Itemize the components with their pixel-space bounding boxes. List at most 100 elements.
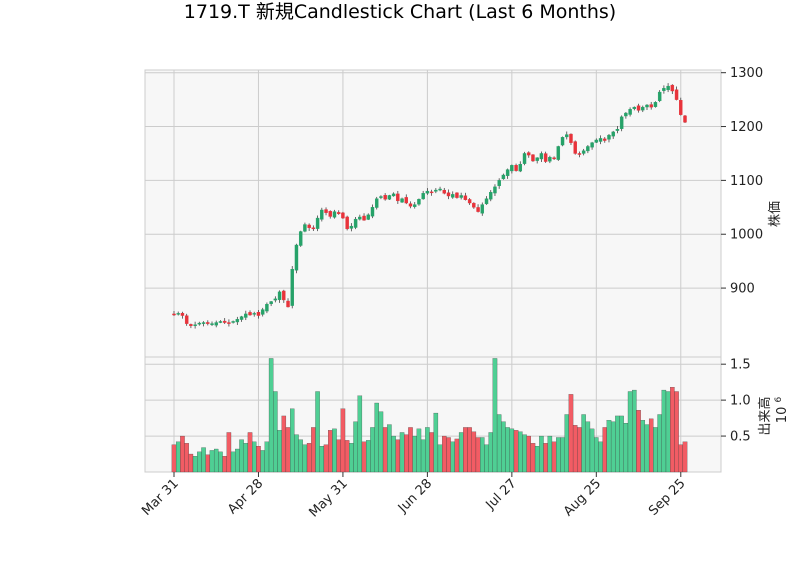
- gridlines: [145, 70, 721, 472]
- candle-down: [674, 89, 679, 100]
- candle-up: [480, 204, 485, 214]
- volume-bar-down: [454, 438, 460, 473]
- candle-up: [294, 244, 299, 271]
- x-tick-label: May 31: [307, 476, 351, 520]
- candle-up: [560, 137, 565, 146]
- volume-bar-up: [277, 430, 282, 473]
- volume-bar-up: [268, 358, 274, 473]
- volume-multiplier-label: 10 6: [774, 397, 790, 424]
- volume-bar-up: [175, 441, 181, 473]
- candle-down: [573, 141, 577, 154]
- volume-bar-up: [619, 415, 624, 473]
- candle-up: [235, 319, 240, 323]
- candle-up: [666, 85, 670, 91]
- candle-down: [472, 202, 476, 208]
- candle-down: [670, 84, 675, 92]
- candle-up: [489, 192, 493, 200]
- volume-bar-up: [585, 421, 591, 473]
- candle-up: [662, 88, 666, 91]
- candle-down: [543, 153, 548, 162]
- candle-down: [324, 209, 328, 213]
- volume-bar-up: [412, 435, 417, 473]
- x-tick-label: Sep 25: [646, 476, 689, 519]
- candle-down: [679, 100, 683, 115]
- volume-bar-up: [458, 432, 464, 473]
- candle-down: [362, 215, 366, 221]
- volume-bar-up: [492, 358, 498, 473]
- volume-bar-up: [349, 443, 354, 473]
- volume-bar-down: [184, 443, 189, 473]
- candle-up: [193, 324, 197, 326]
- volume-bar-up: [437, 444, 443, 473]
- candle-up: [505, 169, 510, 176]
- volume-bar-down: [247, 432, 253, 473]
- candle-up: [412, 204, 417, 207]
- volume-bar-down: [526, 435, 531, 473]
- volume-bar-down: [180, 435, 185, 473]
- candle-down: [636, 105, 641, 111]
- candle-up: [239, 316, 244, 320]
- volume-bar-down: [311, 427, 316, 473]
- candle-up: [632, 106, 637, 109]
- candle-up: [594, 139, 599, 143]
- volume-bar-up: [425, 427, 430, 473]
- volume-bar-up: [615, 415, 620, 473]
- volume-bar-up: [239, 439, 244, 473]
- candle-up: [391, 193, 396, 197]
- volume-bar-up: [653, 427, 658, 473]
- price-tick-label: 1300: [730, 66, 763, 81]
- volume-bar-up: [522, 434, 527, 473]
- candle-down: [577, 153, 582, 155]
- candle-up: [303, 224, 307, 232]
- candle-down: [649, 104, 653, 108]
- candle-down: [603, 138, 607, 141]
- candle-down: [396, 193, 400, 202]
- volume-bar-down: [463, 427, 468, 473]
- candle-up: [497, 180, 501, 187]
- volume-bar-up: [534, 446, 540, 473]
- volume-bar-down: [382, 427, 388, 473]
- volume-bar-down: [404, 434, 409, 473]
- x-tick-label: Aug 25: [561, 476, 604, 519]
- volume-bar-up: [644, 424, 650, 473]
- candle-up: [451, 194, 455, 198]
- volume-bar-down: [513, 430, 519, 473]
- volume-bar-up: [294, 434, 299, 473]
- candle-down: [683, 115, 687, 123]
- volume-tick-label: 1.0: [730, 394, 751, 409]
- volume-bar-up: [589, 428, 595, 473]
- candle-up: [590, 142, 594, 148]
- volume-bar-down: [323, 444, 329, 473]
- candle-down: [345, 216, 349, 230]
- volume-bar-up: [661, 389, 667, 473]
- candle-up: [535, 157, 539, 161]
- candle-up: [657, 91, 662, 102]
- volume-bar-up: [264, 441, 270, 473]
- volume-bar-down: [408, 427, 413, 473]
- volume-bars: [171, 358, 688, 473]
- candle-down: [455, 192, 459, 198]
- volume-bar-up: [315, 391, 320, 473]
- volume-bar-up: [273, 391, 278, 473]
- candle-up: [269, 301, 273, 305]
- candle-down: [531, 154, 535, 162]
- candle-down: [172, 313, 176, 316]
- volume-bar-up: [610, 421, 616, 473]
- volume-bar-up: [213, 448, 219, 473]
- volume-bar-down: [442, 435, 447, 473]
- candle-up: [210, 323, 214, 325]
- volume-bar-up: [598, 441, 603, 473]
- volume-bar-up: [547, 435, 553, 473]
- candle-up: [332, 211, 337, 218]
- candle-up: [320, 209, 324, 220]
- candle-up: [607, 134, 611, 140]
- volume-bar-up: [509, 428, 515, 473]
- volume-bar-down: [256, 446, 261, 473]
- volume-bar-up: [366, 440, 371, 473]
- volume-bar-down: [678, 444, 684, 473]
- candles: [172, 83, 687, 329]
- volume-bar-up: [623, 423, 629, 473]
- volume-bar-down: [577, 427, 582, 473]
- candle-down: [307, 224, 311, 228]
- candle-down: [408, 203, 413, 207]
